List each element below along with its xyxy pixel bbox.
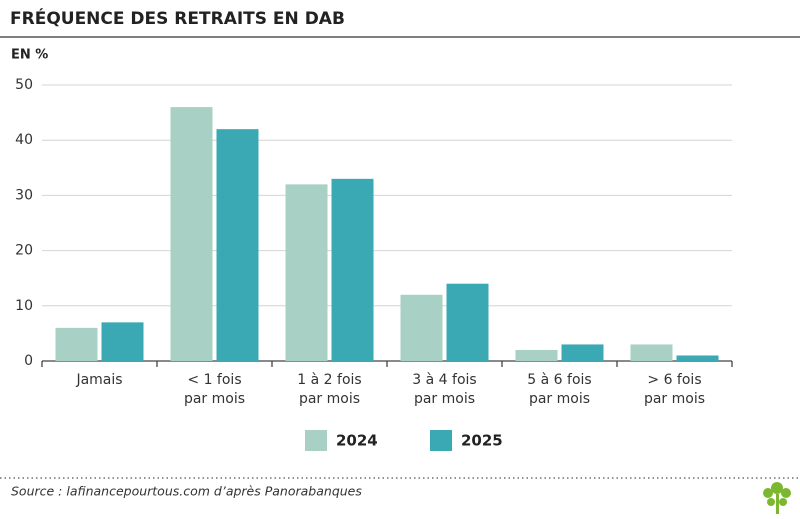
y-tick-label: 40	[15, 132, 33, 148]
bar	[216, 129, 259, 361]
bar	[561, 344, 604, 361]
bar	[170, 107, 213, 361]
bar	[55, 327, 98, 361]
legend-label: 2024	[336, 432, 378, 450]
chart-title: FRÉQUENCE DES RETRAITS EN DAB	[10, 7, 345, 29]
y-tick-label: 0	[24, 353, 33, 369]
bar	[101, 322, 144, 361]
x-tick-label: > 6 fois par mois	[644, 372, 705, 407]
bar	[676, 355, 719, 361]
x-tick-label: 3 à 4 fois par mois	[412, 372, 476, 407]
bar	[285, 184, 328, 361]
x-tick-label: 5 à 6 fois par mois	[527, 372, 591, 407]
y-tick-label: 50	[15, 77, 33, 93]
legend-label: 2025	[461, 432, 503, 450]
axis-unit: EN %	[11, 48, 48, 63]
legend-swatch	[305, 430, 327, 451]
bar	[331, 178, 374, 361]
bar	[446, 283, 489, 361]
x-tick-label: 1 à 2 fois par mois	[297, 372, 361, 407]
bar	[630, 344, 673, 361]
source: Source : lafinancepourtous.com d’après P…	[11, 484, 362, 499]
logo-tree	[763, 482, 791, 514]
legend-swatch	[430, 430, 452, 451]
x-tick-label: Jamais	[75, 372, 122, 388]
x-tick-label: < 1 fois par mois	[184, 372, 245, 407]
bar	[515, 349, 558, 361]
y-tick-label: 30	[15, 187, 33, 203]
y-tick-label: 20	[15, 243, 33, 259]
bar	[400, 294, 443, 361]
y-tick-label: 10	[15, 298, 33, 314]
